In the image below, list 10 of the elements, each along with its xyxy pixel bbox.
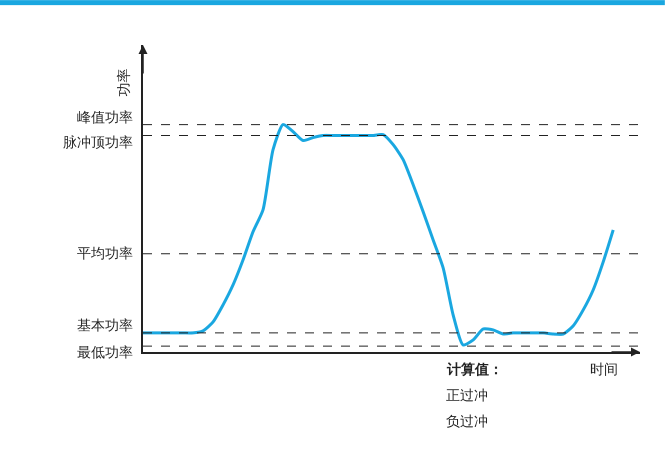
ref-line-label: 最低功率 <box>77 345 133 361</box>
ref-line-label: 平均功率 <box>77 246 133 262</box>
text: 正过冲 <box>446 388 488 404</box>
text: 负过冲 <box>446 414 488 430</box>
ref-line-label: 峰值功率 <box>77 110 133 126</box>
y-axis-title: 功率 <box>116 68 133 96</box>
text: 计算值： <box>446 362 503 378</box>
ref-line-label: 基本功率 <box>77 318 133 334</box>
x-axis-title: 时间 <box>590 362 618 378</box>
ref-line-label: 脉冲顶功率 <box>63 135 133 151</box>
